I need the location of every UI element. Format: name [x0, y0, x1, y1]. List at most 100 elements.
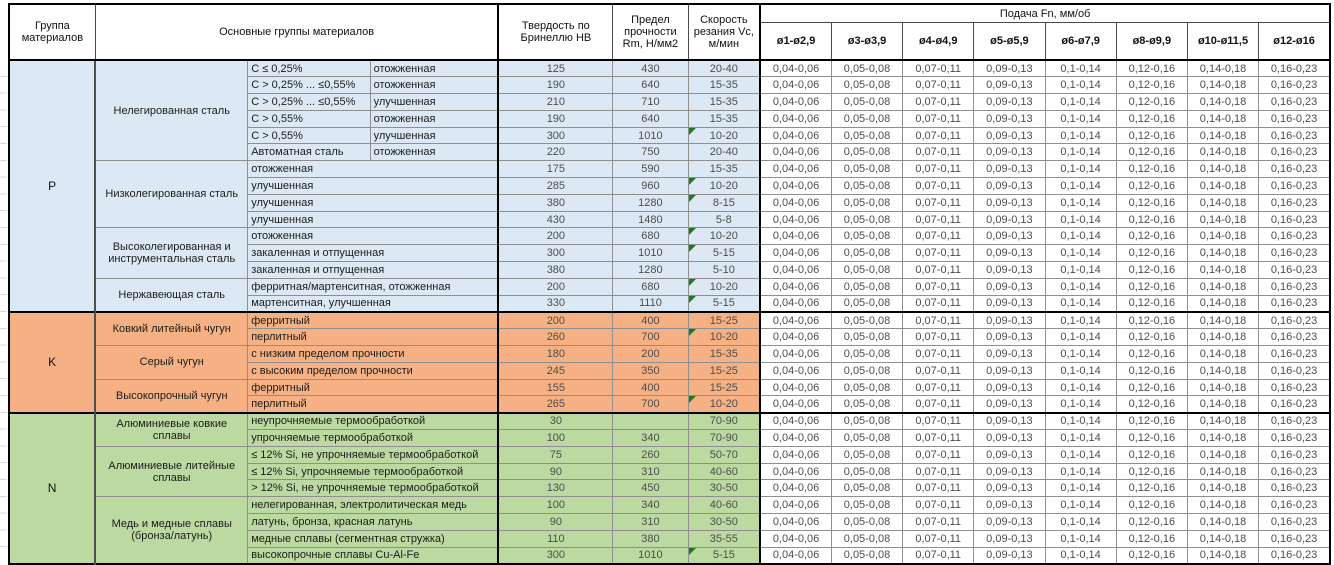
feed-cell[interactable]: 0,14-0,18	[1186, 160, 1260, 179]
feed-cell[interactable]: 0,1-0,14	[1044, 328, 1117, 347]
strength-cell[interactable]: 680	[612, 277, 689, 296]
feed-cell[interactable]: 0,04-0,06	[759, 310, 832, 330]
material-desc-cell[interactable]: > 12% Si, не упрочняемые термообработкой	[247, 479, 499, 498]
feed-cell[interactable]: 0,12-0,16	[1115, 177, 1188, 195]
feed-cell[interactable]: 0,14-0,18	[1186, 210, 1260, 229]
feed-cell[interactable]: 0,07-0,11	[902, 193, 975, 212]
feed-cell[interactable]: 0,12-0,16	[1115, 227, 1188, 246]
hardness-cell[interactable]: 130	[497, 479, 614, 498]
hardness-cell[interactable]: 190	[497, 76, 614, 95]
speed-cell[interactable]: 30-50	[687, 513, 761, 531]
feed-cell[interactable]: 0,12-0,16	[1115, 411, 1188, 431]
feed-col-header[interactable]: ø6-ø7,9	[1044, 22, 1117, 61]
subgroup-name-cell[interactable]: Ковкий литейный чугун	[94, 310, 249, 347]
feed-cell[interactable]: 0,09-0,13	[973, 126, 1046, 145]
material-desc-cell[interactable]: отожженная	[247, 227, 499, 246]
feed-cell[interactable]: 0,05-0,08	[830, 160, 904, 179]
feed-cell[interactable]: 0,12-0,16	[1115, 59, 1188, 78]
feed-col-header[interactable]: ø3-ø3,9	[830, 22, 904, 61]
feed-cell[interactable]: 0,04-0,06	[759, 93, 832, 111]
feed-cell[interactable]: 0,12-0,16	[1115, 143, 1188, 162]
feed-cell[interactable]: 0,05-0,08	[830, 294, 904, 313]
feed-cell[interactable]: 0,05-0,08	[830, 310, 904, 330]
feed-cell[interactable]: 0,09-0,13	[973, 160, 1046, 179]
feed-cell[interactable]: 0,07-0,11	[902, 328, 975, 347]
speed-cell[interactable]: 70-90	[687, 411, 761, 431]
hardness-cell[interactable]: 300	[497, 126, 614, 145]
feed-cell[interactable]: 0,09-0,13	[973, 177, 1046, 195]
feed-cell[interactable]: 0,05-0,08	[830, 345, 904, 363]
subgroup-name-cell[interactable]: Медь и медные сплавы (бронза/латунь)	[94, 496, 249, 565]
material-desc-cell[interactable]: закаленная и отпущенная	[247, 261, 499, 279]
feed-cell[interactable]: 0,04-0,06	[759, 546, 832, 565]
speed-cell[interactable]: 10-20	[687, 277, 761, 296]
material-desc-cell[interactable]: ≤ 12% Si, не упрочняемые термообработкой	[247, 445, 499, 464]
feed-cell[interactable]: 0,16-0,23	[1258, 193, 1331, 212]
feed-cell[interactable]: 0,16-0,23	[1258, 445, 1331, 464]
feed-cell[interactable]: 0,14-0,18	[1186, 93, 1260, 111]
feed-cell[interactable]: 0,12-0,16	[1115, 244, 1188, 263]
feed-cell[interactable]: 0,04-0,06	[759, 395, 832, 414]
feed-cell[interactable]: 0,1-0,14	[1044, 294, 1117, 313]
hardness-cell[interactable]: 200	[497, 227, 614, 246]
material-desc-cell[interactable]: улучшенная	[247, 210, 499, 229]
feed-cell[interactable]: 0,09-0,13	[973, 411, 1046, 431]
feed-cell[interactable]: 0,04-0,06	[759, 361, 832, 380]
feed-cell[interactable]: 0,07-0,11	[902, 277, 975, 296]
feed-cell[interactable]: 0,05-0,08	[830, 395, 904, 414]
hardness-cell[interactable]: 30	[497, 411, 614, 431]
material-desc-cell[interactable]: C > 0,55%	[247, 126, 371, 145]
feed-cell[interactable]: 0,05-0,08	[830, 109, 904, 128]
feed-cell[interactable]: 0,05-0,08	[830, 411, 904, 431]
feed-cell[interactable]: 0,14-0,18	[1186, 345, 1260, 363]
hardness-cell[interactable]: 300	[497, 546, 614, 565]
feed-cell[interactable]: 0,09-0,13	[973, 93, 1046, 111]
feed-cell[interactable]: 0,1-0,14	[1044, 244, 1117, 263]
strength-cell[interactable]: 260	[612, 445, 689, 464]
feed-cell[interactable]: 0,1-0,14	[1044, 227, 1117, 246]
feed-cell[interactable]: 0,14-0,18	[1186, 244, 1260, 263]
feed-cell[interactable]: 0,05-0,08	[830, 378, 904, 397]
feed-cell[interactable]: 0,12-0,16	[1115, 328, 1188, 347]
feed-cell[interactable]: 0,07-0,11	[902, 462, 975, 481]
feed-cell[interactable]: 0,1-0,14	[1044, 76, 1117, 95]
feed-cell[interactable]: 0,12-0,16	[1115, 294, 1188, 313]
feed-cell[interactable]: 0,16-0,23	[1258, 227, 1331, 246]
feed-cell[interactable]: 0,04-0,06	[759, 513, 832, 531]
feed-cell[interactable]: 0,14-0,18	[1186, 328, 1260, 347]
feed-cell[interactable]: 0,14-0,18	[1186, 513, 1260, 531]
feed-cell[interactable]: 0,04-0,06	[759, 109, 832, 128]
feed-cell[interactable]: 0,1-0,14	[1044, 177, 1117, 195]
subgroup-name-cell[interactable]: Алюминиевые ковкие сплавы	[94, 411, 249, 447]
feed-cell[interactable]: 0,04-0,06	[759, 496, 832, 515]
feed-cell[interactable]: 0,1-0,14	[1044, 479, 1117, 498]
material-desc-cell[interactable]: C > 0,25% ... ≤0,55%	[247, 76, 371, 95]
speed-cell[interactable]: 30-50	[687, 479, 761, 498]
feed-cell[interactable]: 0,12-0,16	[1115, 496, 1188, 515]
feed-cell[interactable]: 0,1-0,14	[1044, 193, 1117, 212]
feed-cell[interactable]: 0,05-0,08	[830, 210, 904, 229]
feed-cell[interactable]: 0,1-0,14	[1044, 143, 1117, 162]
feed-cell[interactable]: 0,04-0,06	[759, 479, 832, 498]
hardness-cell[interactable]: 100	[497, 496, 614, 515]
header-main-groups[interactable]: Основные группы материалов	[94, 3, 499, 61]
material-desc-cell[interactable]: C ≤ 0,25%	[247, 59, 371, 78]
strength-cell[interactable]: 340	[612, 429, 689, 447]
strength-cell[interactable]: 700	[612, 395, 689, 414]
feed-cell[interactable]: 0,09-0,13	[973, 294, 1046, 313]
feed-cell[interactable]: 0,12-0,16	[1115, 93, 1188, 111]
material-desc-cell[interactable]: Автоматная сталь	[247, 143, 371, 162]
feed-cell[interactable]: 0,16-0,23	[1258, 513, 1331, 531]
hardness-cell[interactable]: 200	[497, 277, 614, 296]
header-material-group[interactable]: Группа материалов	[8, 3, 96, 61]
strength-cell[interactable]: 350	[612, 361, 689, 380]
feed-cell[interactable]: 0,09-0,13	[973, 395, 1046, 414]
feed-cell[interactable]: 0,1-0,14	[1044, 496, 1117, 515]
feed-cell[interactable]: 0,07-0,11	[902, 109, 975, 128]
strength-cell[interactable]: 310	[612, 462, 689, 481]
speed-cell[interactable]: 20-40	[687, 59, 761, 78]
material-desc-cell[interactable]: с низким пределом прочности	[247, 345, 499, 363]
feed-cell[interactable]: 0,04-0,06	[759, 193, 832, 212]
feed-cell[interactable]: 0,1-0,14	[1044, 411, 1117, 431]
hardness-cell[interactable]: 210	[497, 93, 614, 111]
